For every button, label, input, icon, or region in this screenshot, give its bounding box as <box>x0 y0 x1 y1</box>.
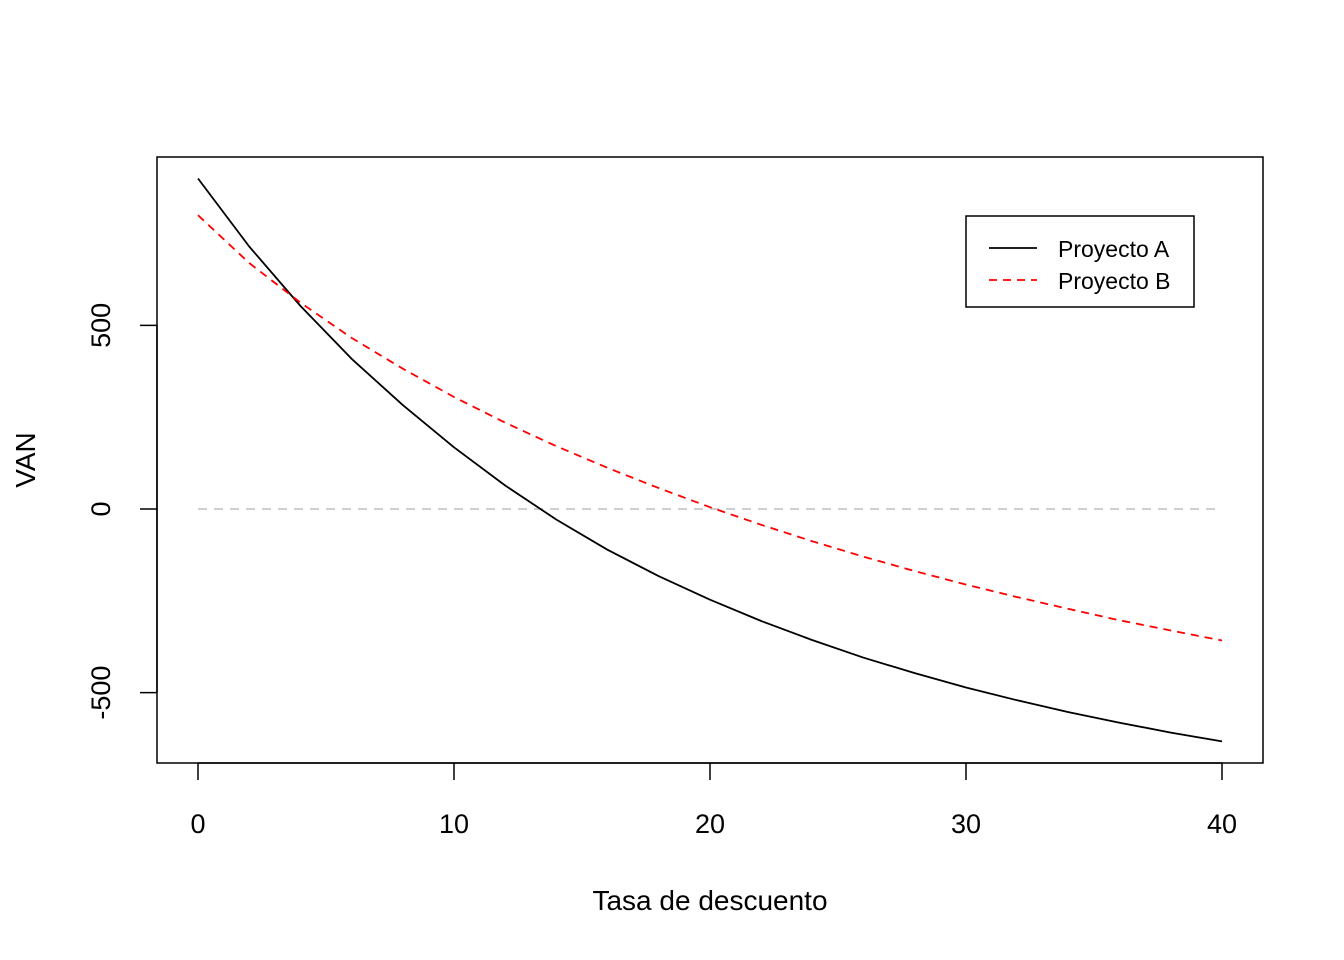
legend: Proyecto A Proyecto B <box>965 215 1195 308</box>
x-axis: 0 10 20 30 40 <box>190 762 1237 839</box>
x-axis-label: Tasa de descuento <box>592 885 827 916</box>
y-axis-label: VAN <box>10 432 41 488</box>
x-tick-label: 0 <box>190 809 205 839</box>
x-tick-label: 20 <box>695 809 725 839</box>
y-tick-label: 500 <box>86 303 116 348</box>
series-line-proyecto-a <box>197 177 1223 743</box>
legend-box <box>965 215 1195 308</box>
series-layer <box>197 177 1223 743</box>
x-tick-label: 30 <box>951 809 981 839</box>
y-tick-label: 0 <box>86 501 116 516</box>
legend-label-proyecto-a: Proyecto A <box>1058 236 1170 262</box>
series-line-proyecto-b <box>197 214 1223 642</box>
y-tick-label: -500 <box>86 666 116 720</box>
y-axis: -500 0 500 <box>86 303 158 720</box>
x-tick-label: 10 <box>439 809 469 839</box>
x-tick-label: 40 <box>1207 809 1237 839</box>
legend-label-proyecto-b: Proyecto B <box>1058 268 1171 294</box>
